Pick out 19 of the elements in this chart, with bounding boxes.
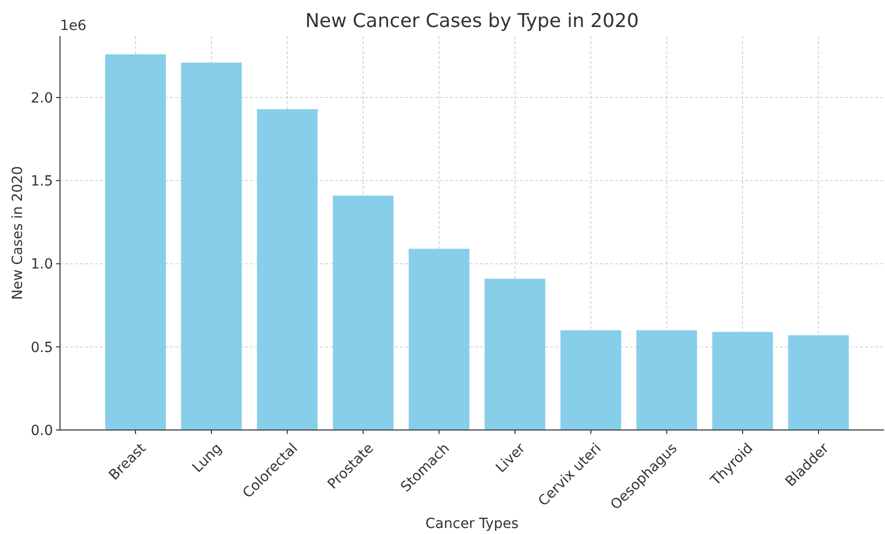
text: 1e6 xyxy=(60,18,87,34)
bar xyxy=(636,330,698,430)
bar xyxy=(560,330,622,430)
bar xyxy=(408,248,470,430)
y-tick-label: 2.0 xyxy=(30,90,53,106)
bar xyxy=(181,62,242,430)
y-tick-label: 1.5 xyxy=(30,174,53,190)
chart-title: New Cancer Cases by Type in 2020 xyxy=(305,10,639,32)
y-tick-label: 0.5 xyxy=(30,340,53,356)
bar xyxy=(712,332,773,430)
y-tick-label: 1.0 xyxy=(30,256,53,273)
x-axis-title: Cancer Types xyxy=(425,516,519,532)
bar xyxy=(105,54,166,430)
bar xyxy=(788,335,849,430)
y-axis-title: New Cases in 2020 xyxy=(10,166,26,300)
bar xyxy=(256,109,318,430)
y-tick-label: 0.0 xyxy=(30,422,53,439)
bar xyxy=(332,196,394,430)
bar xyxy=(484,278,546,430)
